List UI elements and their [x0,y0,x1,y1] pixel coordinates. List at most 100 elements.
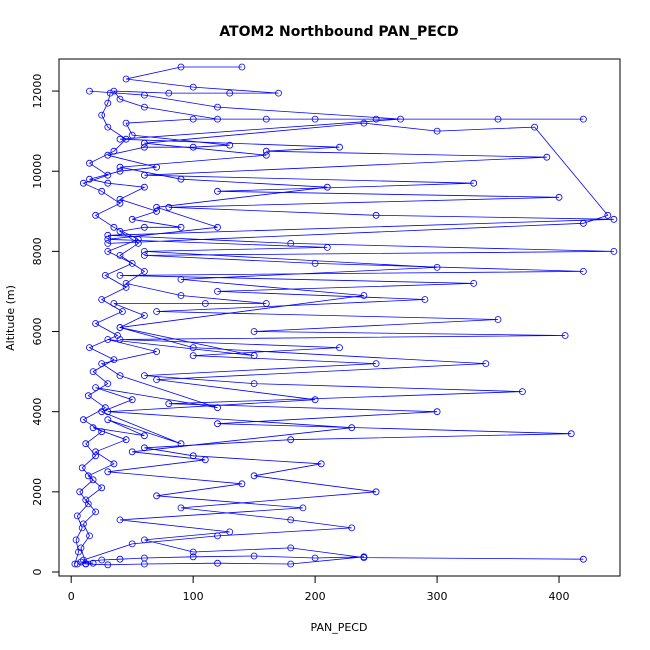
data-point [86,532,93,540]
x-axis-label: PAN_PECD [311,621,368,634]
data-point [317,460,325,468]
data-point [238,480,246,488]
data-point [482,360,490,368]
data-point [140,560,148,568]
data-point [140,251,148,259]
data-point [360,292,368,299]
data-point [80,556,87,564]
data-point [92,211,99,219]
data-point [153,207,161,215]
data-point [116,163,124,171]
data-point [77,558,85,566]
data-point [78,464,86,472]
data-point [287,516,295,524]
data-point [311,396,319,404]
chart-title: ATOM2 Northbound PAN_PECD [219,24,458,40]
data-point [86,159,93,167]
data-point [372,360,380,368]
data-point [116,555,124,563]
data-point [116,199,124,207]
data-point [250,380,258,388]
data-point [110,460,118,468]
data-point [610,215,618,223]
data-point [84,392,92,400]
data-point [140,91,148,99]
data-point [580,555,587,563]
data-point [153,492,161,500]
data-point [250,328,258,335]
data-point [98,484,106,492]
data-point [104,561,112,569]
data-point [140,372,148,380]
data-point [214,187,221,195]
data-point [106,89,114,97]
data-point [421,296,429,303]
data-point [104,380,112,388]
data-point [110,223,118,231]
data-point [177,63,185,71]
data-point [275,89,282,97]
data-point [153,203,161,211]
data-point [73,560,81,568]
data-point [122,283,130,291]
data-point [71,560,79,568]
data-point [177,275,185,283]
data-point [311,115,319,123]
data-point [116,372,124,380]
series-line [107,122,609,560]
y-axis-label: Altitude (m) [4,285,17,351]
data-point [177,292,185,299]
data-point [104,247,112,255]
data-point [122,436,130,444]
data-point [104,123,112,131]
data-point [433,408,441,416]
data-point [116,195,124,203]
data-point [140,267,148,275]
y-tick-label: 10000 [31,154,44,189]
data-point [555,193,563,201]
data-point [122,279,130,287]
data-point [189,553,197,561]
x-tick-label: 300 [427,590,448,603]
data-point [165,400,173,408]
data-point [101,271,109,279]
data-point [165,203,173,211]
data-point [311,554,319,562]
data-point [189,352,197,360]
data-point [104,468,112,476]
data-point [140,536,148,544]
data-point [287,560,295,568]
series-line [77,66,584,566]
data-point [104,151,112,159]
data-point [128,259,136,267]
data-point [73,512,81,520]
data-point [580,115,587,123]
data-point [165,89,173,97]
data-point [122,75,130,83]
data-point [360,554,368,561]
data-point [116,95,124,103]
data-point [226,141,234,149]
data-point [336,344,343,352]
data-point [531,123,538,131]
data-point [214,559,221,567]
data-point [104,231,112,239]
data-point [89,368,97,376]
data-point [116,271,124,279]
data-point [116,251,124,259]
data-point [287,436,295,444]
data-point [86,344,93,352]
x-tick-label: 400 [549,590,570,603]
data-point [433,127,441,135]
data-point [177,223,185,231]
data-point [336,143,343,151]
y-tick-label: 8000 [31,237,44,265]
data-point [89,476,97,484]
data-point [262,151,270,159]
data-point [82,560,90,568]
data-point [98,111,106,119]
data-point [201,456,209,464]
data-point [116,167,124,175]
y-tick-label: 0 [31,568,44,575]
data-point [153,376,161,384]
